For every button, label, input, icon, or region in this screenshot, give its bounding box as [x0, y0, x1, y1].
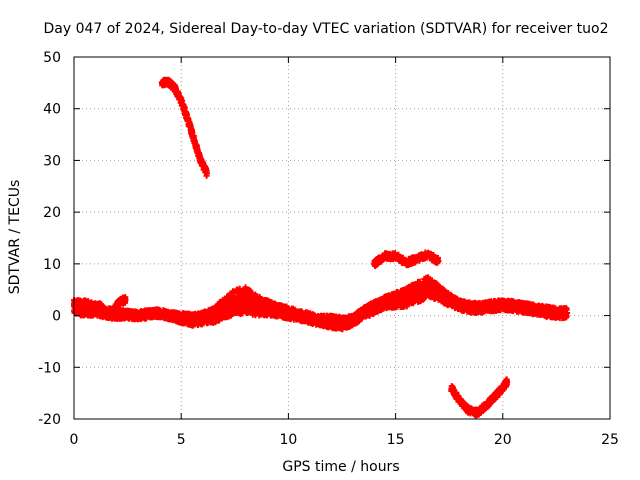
series-main-band [71, 274, 571, 333]
data-points [71, 76, 571, 419]
plot-frame [73, 56, 611, 420]
y-tick-label: 50 [43, 50, 61, 66]
grid [74, 57, 610, 419]
series-arc-lower [448, 376, 511, 419]
y-tick-label: -20 [38, 412, 61, 428]
y-tick-label: 30 [43, 153, 61, 169]
series-markers-main-band [71, 274, 571, 333]
x-tick-label: 5 [177, 432, 186, 448]
x-tick-label: 25 [601, 432, 619, 448]
series-markers-arc-middle [371, 249, 442, 270]
x-tick-label: 0 [70, 432, 79, 448]
series-arc-upper [158, 76, 210, 179]
y-tick-label: 10 [43, 257, 61, 273]
x-tick-label: 15 [387, 432, 405, 448]
series-markers-arc-upper [158, 76, 210, 179]
y-axis-label: SDTVAR / TECUs [7, 180, 23, 295]
x-tick-label: 20 [494, 432, 512, 448]
series-arc-middle [371, 249, 442, 270]
y-tick-label: -10 [38, 360, 61, 376]
ticks: 0 5 10 15 20 25 -20 -10 0 10 20 30 40 50 [38, 50, 619, 448]
chart-title: Day 047 of 2024, Sidereal Day-to-day VTE… [43, 21, 608, 37]
x-axis-label: GPS time / hours [282, 459, 399, 475]
series-markers-arc-lower [448, 376, 511, 419]
y-tick-label: 20 [43, 205, 61, 221]
x-tick-label: 10 [279, 432, 297, 448]
y-tick-label: 40 [43, 102, 61, 118]
y-tick-label: 0 [52, 309, 61, 325]
